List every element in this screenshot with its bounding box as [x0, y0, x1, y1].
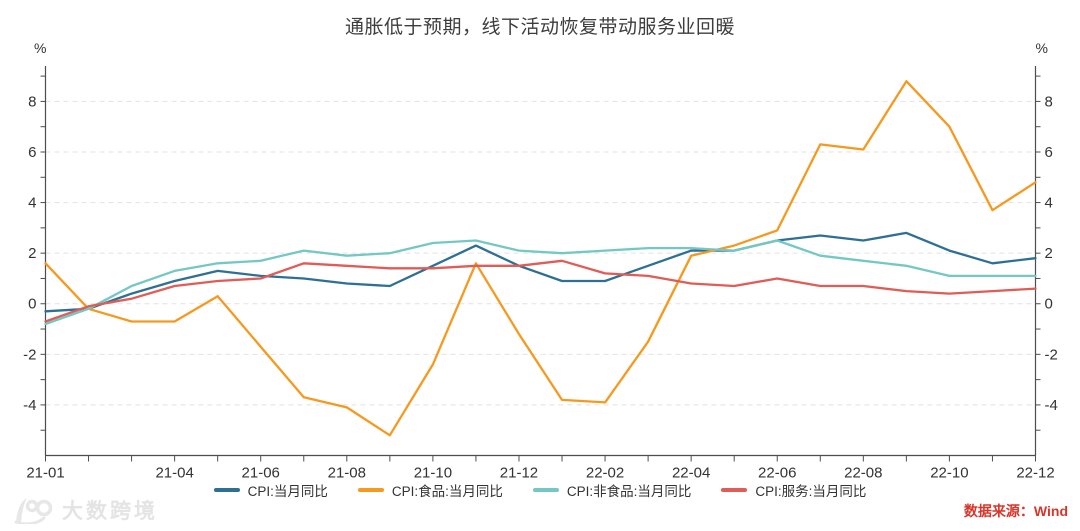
legend-item-1[interactable]: CPI:食品:当月同比 — [357, 480, 503, 500]
x-axis-label: 22-06 — [758, 465, 796, 482]
x-axis-label: 21-01 — [26, 465, 64, 482]
y-axis-label-left: 0 — [28, 296, 36, 313]
legend-swatch-icon — [721, 488, 748, 492]
x-axis-label: 21-08 — [328, 465, 366, 482]
series-line — [44, 259, 1037, 323]
data-source-label: 数据来源：Wind — [963, 503, 1068, 519]
y-axis-label-right: 0 — [1045, 296, 1053, 313]
y-axis-label-right: -4 — [1045, 397, 1058, 414]
legend-swatch-icon — [357, 488, 384, 492]
y-axis-unit-right: % — [1035, 40, 1048, 56]
y-axis-unit-left: % — [34, 40, 47, 56]
x-axis-label: 21-06 — [242, 465, 280, 482]
y-axis-label-right: 6 — [1045, 144, 1053, 161]
y-axis-label-right: -2 — [1045, 346, 1058, 363]
y-axis-label-right: 4 — [1045, 195, 1053, 212]
chart-legend: CPI:当月同比 CPI:食品:当月同比 CPI:非食品:当月同比 CPI:服务:当月… — [0, 480, 1080, 500]
legend-item-0[interactable]: CPI:当月同比 — [213, 480, 328, 500]
x-axis-label: 21-12 — [500, 465, 538, 482]
x-axis-label: 22-04 — [672, 465, 710, 482]
legend-item-3[interactable]: CPI:服务:当月同比 — [721, 480, 866, 500]
x-axis-label: 22-10 — [930, 465, 968, 482]
y-axis-label-left: 8 — [28, 93, 36, 110]
y-axis-label-right: 2 — [1045, 245, 1053, 262]
legend-label: CPI:服务:当月同比 — [755, 484, 867, 499]
chart-title: 通胀低于预期，线下活动恢复带动服务业回暖 — [344, 17, 735, 38]
y-axis-label-right: 8 — [1045, 93, 1053, 110]
series-line — [44, 231, 1037, 313]
y-axis-label-left: -4 — [23, 397, 36, 414]
y-axis-label-left: 6 — [28, 144, 36, 161]
y-axis-label-left: 4 — [28, 195, 36, 212]
legend-label: CPI:当月同比 — [247, 484, 328, 499]
legend-label: CPI:食品:当月同比 — [391, 484, 503, 499]
y-axis-label-left: -2 — [23, 346, 36, 363]
x-axis-label: 21-04 — [155, 465, 193, 482]
legend-swatch-icon — [213, 488, 240, 492]
series-line — [44, 239, 1037, 326]
legend-label: CPI:非食品:当月同比 — [566, 484, 692, 499]
legend-item-2[interactable]: CPI:非食品:当月同比 — [532, 480, 692, 500]
legend-swatch-icon — [532, 488, 559, 492]
x-axis-label: 21-10 — [414, 465, 452, 482]
y-axis-label-left: 2 — [28, 245, 36, 262]
x-axis-label: 22-02 — [586, 465, 624, 482]
series-line — [44, 80, 1037, 437]
x-axis-label: 22-12 — [1016, 465, 1054, 482]
x-axis-label: 22-08 — [844, 465, 882, 482]
